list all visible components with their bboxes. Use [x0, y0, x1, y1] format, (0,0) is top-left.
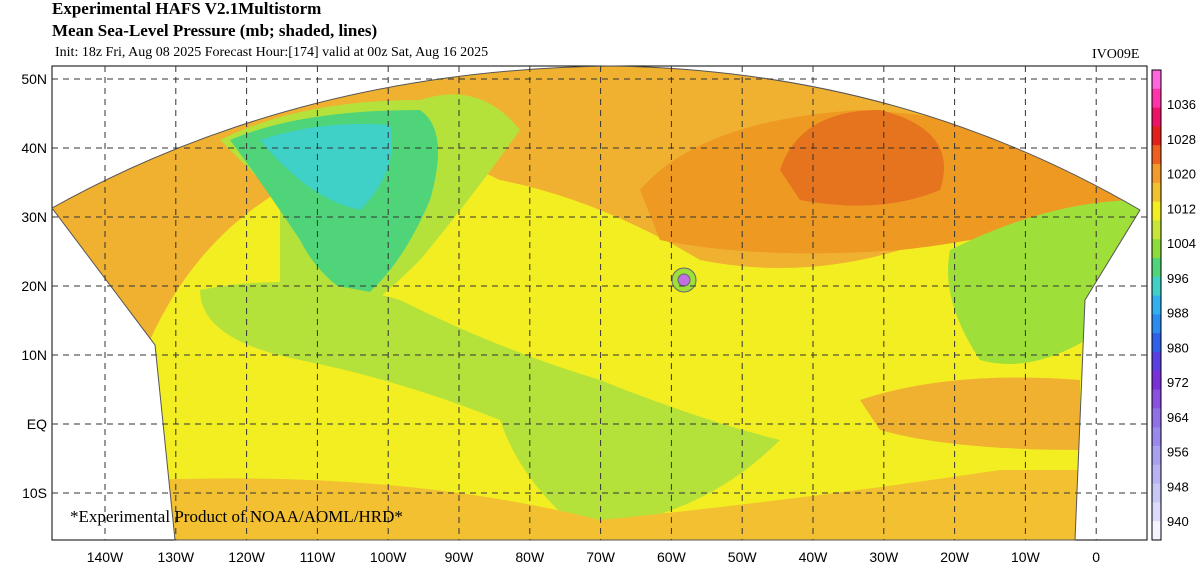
lon-label: 120W [228, 549, 265, 565]
subtitle: Mean Sea-Level Pressure (mb; shaded, lin… [52, 21, 377, 40]
colorbar-swatch [1152, 126, 1161, 146]
colorbar-label: 988 [1167, 306, 1189, 321]
graticule: 50N 40N 30N 20N 10N EQ 10S 140W 130W 120W 110W 100W… [21, 66, 1147, 565]
colorbar-swatch [1152, 370, 1161, 391]
colorbar-label: 940 [1167, 514, 1189, 529]
colorbar-swatch [1152, 427, 1161, 447]
colorbar-label: 996 [1167, 271, 1189, 286]
colorbar: 1036 1028 1020 1012 1004 996 988 980 972 964 956 94… [1151, 69, 1196, 541]
lon-label: 140W [87, 549, 124, 565]
lat-label: 50N [21, 71, 47, 87]
colorbar-swatch [1152, 88, 1161, 109]
domain-outline [51, 65, 1141, 541]
lon-label: 100W [370, 549, 407, 565]
colorbar-swatch [1152, 295, 1161, 315]
colorbar-label: 1020 [1167, 167, 1196, 182]
colorbar-label: 972 [1167, 375, 1189, 390]
footer: *Experimental Product of NOAA/AOML/HRD* [70, 507, 403, 526]
colorbar-swatch [1152, 389, 1161, 409]
lon-label: 130W [158, 549, 195, 565]
title: Experimental HAFS V2.1Multistorm [52, 0, 321, 18]
colorbar-swatch [1152, 314, 1161, 334]
colorbar-swatch [1152, 107, 1161, 127]
colorbar-swatch [1152, 164, 1161, 184]
colorbar-label: 948 [1167, 479, 1189, 494]
colorbar-swatch [1152, 201, 1161, 221]
colorbar-label: 1012 [1167, 201, 1196, 216]
lon-label: 0 [1092, 549, 1100, 565]
colorbar-border [1151, 69, 1162, 541]
lat-label: 10S [22, 485, 47, 501]
lat-label: 20N [21, 278, 47, 294]
colorbar-swatch [1152, 333, 1161, 353]
colorbar-swatch [1152, 464, 1161, 485]
lat-label: 30N [21, 209, 47, 225]
lon-label: 40W [799, 549, 829, 565]
colorbar-swatch [1152, 521, 1161, 541]
lon-label: 110W [300, 549, 336, 565]
colorbar-swatch [1152, 220, 1161, 240]
colorbar-label: 1036 [1167, 97, 1196, 112]
colorbar-swatch [1152, 352, 1161, 372]
colorbar-swatch [1152, 446, 1161, 466]
lon-label: 70W [586, 549, 616, 565]
lat-label: 40N [21, 140, 47, 156]
colorbar-swatch [1152, 239, 1161, 259]
lon-label: 60W [657, 549, 687, 565]
colorbar-label: 956 [1167, 445, 1189, 460]
colorbar-swatch [1152, 145, 1161, 165]
colorbar-swatch [1152, 70, 1161, 90]
lon-label: 80W [515, 549, 545, 565]
colorbar-swatch [1152, 182, 1161, 203]
colorbar-label: 964 [1167, 410, 1189, 425]
lon-label: 10W [1011, 549, 1041, 565]
lon-label: 90W [445, 549, 475, 565]
lat-label: EQ [27, 416, 47, 432]
colorbar-label: 1004 [1167, 236, 1196, 251]
colorbar-swatch [1152, 408, 1161, 428]
colorbar-label: 1028 [1167, 132, 1196, 147]
colorbar-label: 980 [1167, 340, 1189, 355]
lat-label: 10N [21, 347, 47, 363]
pressure-field [52, 66, 1140, 540]
colorbar-swatch [1152, 276, 1161, 297]
colorbar-swatch [1152, 483, 1161, 503]
colorbar-swatch [1152, 258, 1161, 278]
lon-label: 20W [940, 549, 970, 565]
init-line: Init: 18z Fri, Aug 08 2025 Forecast Hour… [55, 45, 488, 60]
colorbar-swatch [1152, 502, 1161, 522]
storm-id: IVO09E [1092, 47, 1139, 62]
lon-label: 50W [728, 549, 758, 565]
lon-label: 30W [869, 549, 899, 565]
